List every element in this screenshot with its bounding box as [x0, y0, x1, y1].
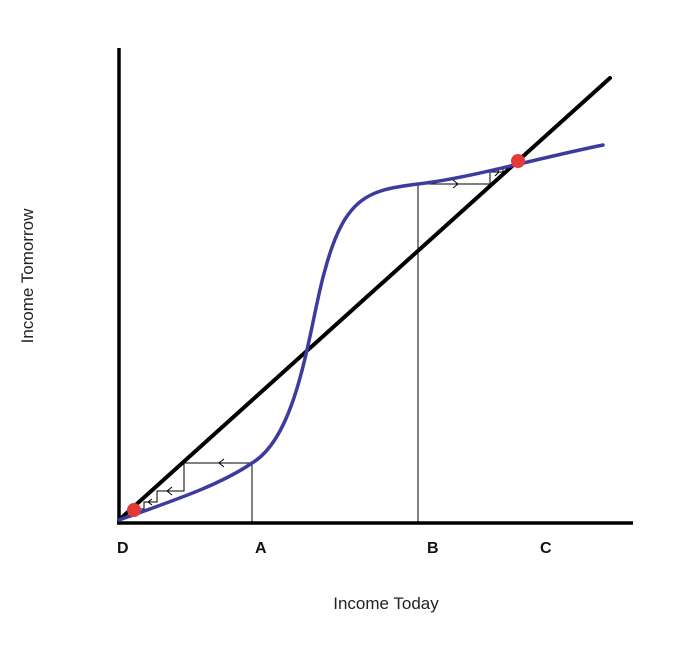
- left-arrow-icon: [147, 498, 153, 506]
- tick-label-d: D: [117, 540, 129, 557]
- tick-label-c: C: [540, 540, 552, 557]
- tick-label-b: B: [427, 540, 439, 557]
- cobweb-lines: [136, 167, 504, 523]
- left-arrow-icon: [218, 458, 225, 468]
- y-axis-label: Income Tomorrow: [18, 208, 37, 344]
- low-equilibrium-point: [127, 503, 141, 517]
- right-arrow-icon: [452, 179, 459, 189]
- left-arrow-icon: [166, 486, 173, 496]
- tick-label-a: A: [255, 540, 267, 557]
- forty-five-degree-line: [117, 76, 612, 522]
- staircase-from-a: [136, 462, 252, 510]
- x-axis-label: Income Today: [333, 594, 439, 613]
- s-shaped-income-curve: [117, 143, 605, 522]
- high-equilibrium-point: [511, 154, 525, 168]
